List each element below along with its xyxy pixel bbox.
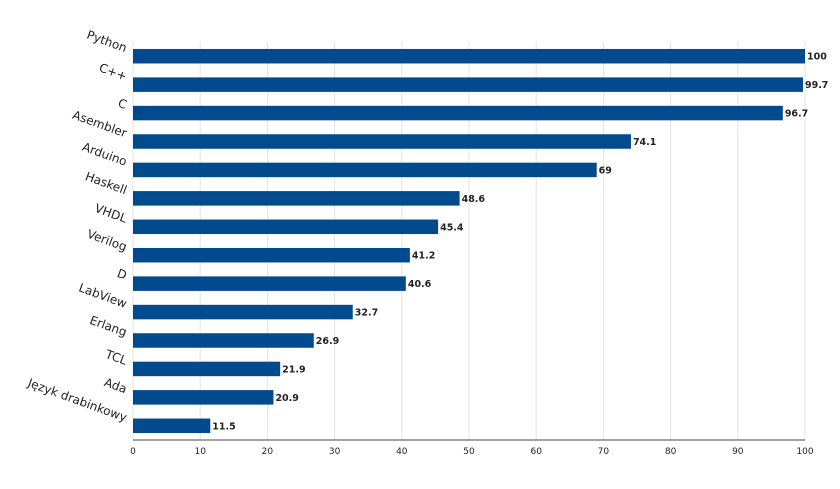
data-label: 100: [807, 52, 827, 63]
data-label: 96.7: [785, 109, 808, 120]
x-tick-label: 90: [732, 447, 744, 457]
bar-3: [133, 134, 631, 149]
x-tick-label: 80: [665, 447, 677, 457]
bar-0: [133, 48, 805, 64]
category-label: TCL: [103, 347, 129, 368]
bar-9: [133, 304, 353, 320]
bar-5: [133, 191, 460, 206]
category-label: D: [115, 266, 128, 282]
x-tick-label: 70: [598, 447, 610, 457]
category-label: Arduino: [80, 140, 128, 169]
category-label: C: [116, 96, 129, 112]
category-label: Haskell: [83, 169, 128, 197]
x-tick-label: 20: [262, 447, 274, 457]
x-tick-label: 30: [329, 447, 341, 457]
data-label: 40.6: [408, 279, 432, 290]
bar-13: [133, 418, 211, 434]
x-tick-label: 50: [463, 447, 475, 457]
data-label: 45.4: [440, 222, 464, 233]
gridlines: [132, 42, 806, 440]
bar-11: [133, 361, 281, 377]
category-label: VHDL: [93, 201, 129, 226]
category-label: Asembler: [71, 108, 129, 141]
category-label: C++: [97, 61, 129, 84]
data-label: 32.7: [355, 308, 378, 319]
category-label: LabView: [77, 281, 129, 311]
data-label: 41.2: [412, 251, 435, 262]
category-label: Erlang: [88, 313, 129, 339]
bar-12: [133, 390, 274, 405]
data-label: 21.9: [282, 364, 305, 375]
bar-1: [133, 77, 803, 92]
bar-4: [133, 162, 597, 178]
data-label: 20.9: [275, 393, 298, 404]
bar-7: [133, 247, 410, 263]
category-label: Verilog: [85, 227, 129, 254]
x-tick-label: 0: [130, 447, 136, 457]
category-label: Python: [85, 28, 129, 55]
x-tick-label: 100: [796, 447, 813, 457]
x-tick-label: 10: [194, 447, 206, 457]
bar-8: [133, 276, 406, 291]
data-label: 48.6: [462, 194, 486, 205]
x-axis: 0 10 20 30 40 50 60 70 80 90 100: [130, 439, 814, 457]
data-label: 11.5: [212, 421, 235, 432]
x-tick-label: 40: [396, 447, 408, 457]
bar-10: [133, 333, 314, 348]
data-label: 99.7: [805, 80, 828, 91]
bar-2: [133, 105, 783, 121]
category-label: Ada: [102, 375, 128, 396]
data-label: 74.1: [633, 137, 656, 148]
bars: 100 99.7 96.7 74.1 69 48.6 45.4 41.2 40.6 32.7 26.…: [133, 48, 828, 434]
data-label: 69: [599, 165, 612, 176]
x-tick-label: 60: [530, 447, 542, 457]
bar-6: [133, 219, 439, 235]
data-label: 26.9: [316, 336, 339, 347]
